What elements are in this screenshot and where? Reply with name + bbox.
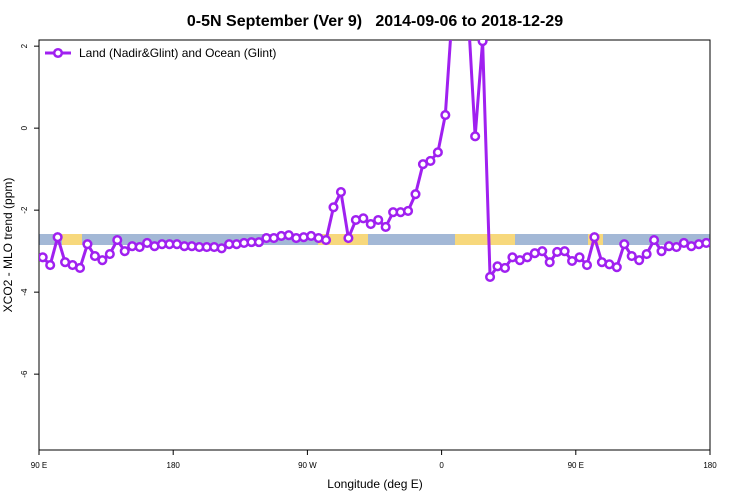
data-point <box>335 187 347 198</box>
y-tick-label: 0 <box>20 125 29 130</box>
data-point <box>574 252 585 263</box>
data-point <box>559 246 570 257</box>
y-tick-label: -6 <box>20 370 29 378</box>
data-point <box>328 202 339 213</box>
data-point <box>82 239 93 250</box>
data-point <box>52 232 63 243</box>
legend-marker <box>52 47 64 59</box>
x-tick-label: 180 <box>167 461 181 470</box>
data-point <box>89 251 100 262</box>
land-strip <box>62 234 82 245</box>
data-point <box>216 243 227 254</box>
x-tick-label: 90 E <box>31 461 47 470</box>
data-point <box>464 1 472 9</box>
y-axis-label: XCO2 - MLO trend (ppm) <box>1 178 15 313</box>
data-point <box>104 248 115 260</box>
data-point <box>649 235 660 246</box>
y-tick-label: -2 <box>20 206 29 214</box>
data-point <box>119 246 130 257</box>
data-point <box>671 242 682 253</box>
data-point <box>380 221 391 233</box>
y-tick-label: 2 <box>20 43 29 48</box>
data-point <box>499 262 511 274</box>
data-point <box>522 252 533 263</box>
data-point <box>373 214 384 226</box>
y-tick-label: -4 <box>20 288 29 296</box>
chart-title: 0-5N September (Ver 9) 2014-09-06 to 201… <box>187 13 563 30</box>
data-point <box>611 262 622 273</box>
data-point <box>567 255 578 267</box>
data-point <box>634 255 645 266</box>
data-point <box>358 213 369 224</box>
data-point <box>537 246 548 257</box>
data-point <box>477 40 488 47</box>
data-point <box>626 251 637 262</box>
data-point <box>544 257 555 268</box>
data-point <box>425 155 436 166</box>
data-point <box>485 271 496 283</box>
x-tick-label: 90 W <box>298 461 317 470</box>
data-point <box>619 239 630 250</box>
data-point <box>320 235 332 246</box>
data-point <box>589 232 600 243</box>
data-point <box>39 252 48 263</box>
data-point <box>656 246 667 257</box>
data-point <box>365 219 376 230</box>
legend-label: Land (Nadir&Glint) and Ocean (Glint) <box>79 46 276 60</box>
data-point <box>440 109 451 121</box>
x-tick-label: 90 E <box>568 461 584 470</box>
data-point <box>701 237 710 248</box>
data-point <box>581 260 593 271</box>
data-point <box>253 237 264 248</box>
data-point <box>74 262 86 274</box>
data-point <box>134 242 145 253</box>
data-point <box>470 131 481 142</box>
data-point <box>410 189 421 200</box>
land-strip <box>318 234 368 245</box>
x-tick-label: 0 <box>439 461 444 470</box>
x-axis-label: Longitude (deg E) <box>327 477 422 491</box>
data-point <box>45 260 56 271</box>
data-point <box>343 232 354 244</box>
data-point <box>112 235 123 246</box>
data-point <box>449 1 457 9</box>
plot-area <box>39 1 710 283</box>
x-tick-label: 180 <box>703 461 717 470</box>
data-point <box>641 248 652 260</box>
data-point <box>432 147 443 158</box>
data-point <box>97 255 108 266</box>
land-strip <box>455 234 515 245</box>
ocean-strip <box>39 234 710 245</box>
data-point <box>403 205 414 217</box>
